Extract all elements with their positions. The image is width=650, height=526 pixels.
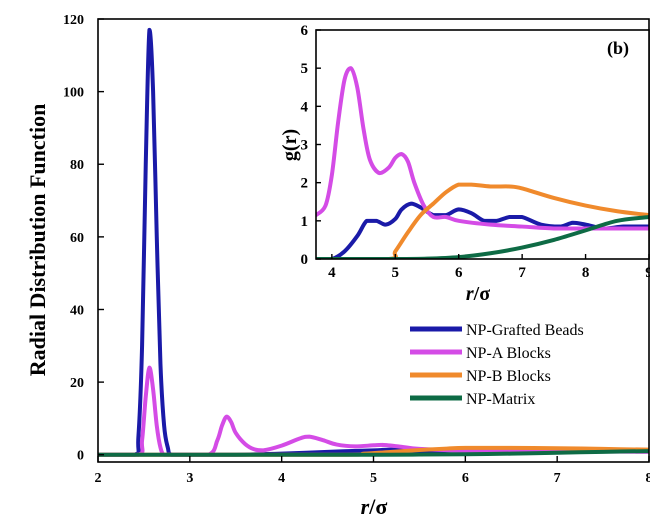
inset-x-axis-title: r/σ — [466, 283, 490, 305]
legend: NP-Grafted Beads NP-A Blocks NP-B Blocks NP… — [410, 322, 584, 408]
main-y-axis-title: Radial Distribution Function — [25, 104, 50, 377]
main-x-tick-label: 8 — [646, 471, 650, 486]
main-x-tick-label: 3 — [186, 471, 193, 486]
main-x-axis-title-unit: /σ — [368, 494, 387, 519]
main-y-tick-label: 60 — [70, 231, 84, 246]
main-y-tick-label: 40 — [70, 303, 84, 318]
main-y-tick-label: 100 — [63, 86, 84, 101]
main-series-np-matrix — [98, 449, 649, 457]
inset-y-tick-label: 5 — [301, 61, 309, 77]
inset-x-tick-label: 6 — [455, 265, 463, 281]
main-y-tick-label: 120 — [63, 13, 84, 28]
main-y-tick-label: 20 — [70, 376, 84, 391]
main-x-tick-label: 7 — [554, 471, 561, 486]
inset-series-np-grafted-beads — [316, 201, 649, 259]
inset-x-tick-label: 5 — [392, 265, 400, 281]
inset-panel-label: (b) — [607, 38, 629, 59]
inset-x-tick-label: 8 — [582, 265, 590, 281]
main-y-tick-label: 80 — [70, 158, 84, 173]
inset-x-tick-label: 7 — [518, 265, 526, 281]
main-x-tick-label: 2 — [95, 471, 102, 486]
main-series-np-a-blocks — [98, 365, 649, 457]
legend-label-np-grafted-beads: NP-Grafted Beads — [466, 322, 584, 339]
inset-x-tick-label: 4 — [328, 265, 336, 281]
inset-x-axis-title-unit: /σ — [473, 283, 491, 305]
main-x-tick-label: 4 — [278, 471, 285, 486]
legend-label-np-matrix: NP-Matrix — [466, 391, 535, 408]
main-x-axis-title-var: r — [361, 494, 370, 519]
inset-plot: 4 5 6 7 8 9 0 1 2 3 4 5 6 (b) g(r) r/σ — [279, 23, 650, 305]
inset-series-np-b-blocks — [316, 182, 649, 259]
legend-label-np-b-blocks: NP-B Blocks — [466, 368, 551, 385]
inset-y-tick-label: 0 — [301, 252, 309, 268]
inset-series-np-a-blocks — [316, 66, 649, 231]
main-y-tick-label: 0 — [77, 449, 84, 464]
legend-label-np-a-blocks: NP-A Blocks — [466, 345, 551, 362]
inset-x-axis-title-var: r — [466, 283, 474, 305]
inset-y-tick-label: 1 — [301, 214, 309, 230]
main-x-tick-label: 6 — [462, 471, 469, 486]
main-x-axis-title: r/σ — [361, 494, 388, 519]
inset-y-tick-label: 3 — [301, 138, 309, 154]
inset-x-tick-label: 9 — [645, 265, 650, 281]
inset-y-tick-label: 6 — [301, 23, 309, 39]
inset-y-tick-label: 4 — [301, 99, 309, 115]
inset-y-tick-label: 2 — [301, 176, 309, 192]
inset-y-axis-title: g(r) — [279, 129, 301, 161]
main-x-tick-label: 5 — [370, 471, 377, 486]
